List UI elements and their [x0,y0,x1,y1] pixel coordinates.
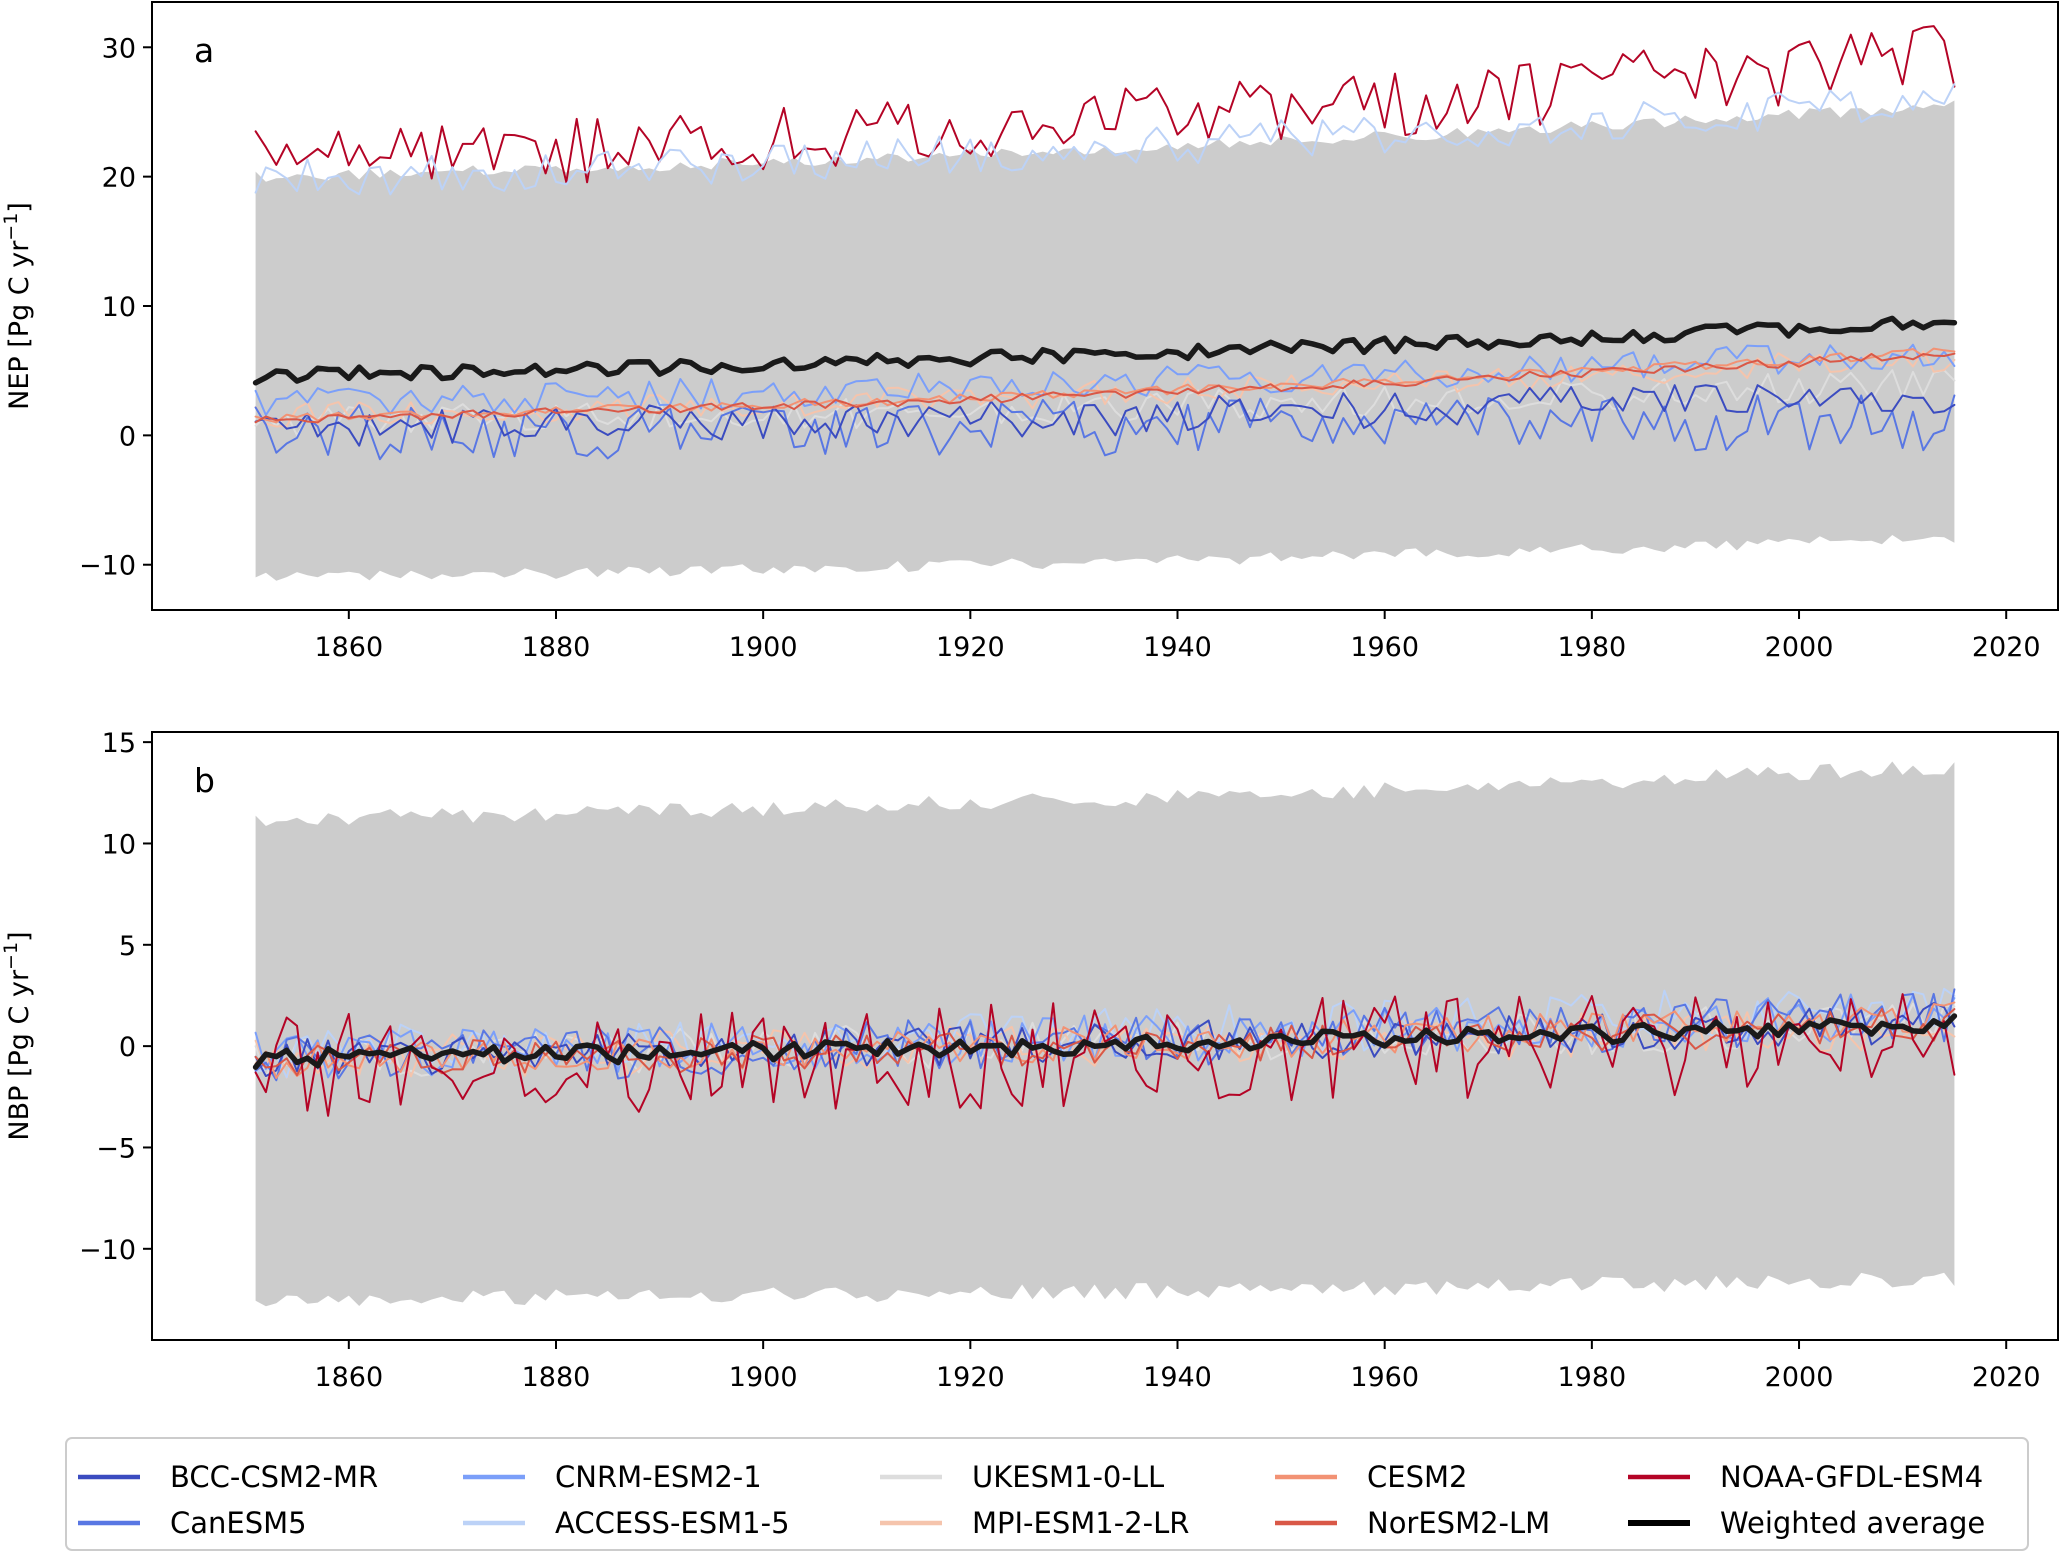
y-tick-label: 5 [119,931,136,962]
y-axis-label-text: NEP [Pg C yr [4,240,35,410]
y-tick-label: 0 [119,1032,136,1063]
legend-entry-noaa-gfdl-esm4: NOAA-GFDL-ESM4 [1628,1460,1983,1494]
x-tick-label: 1960 [1350,1362,1419,1393]
series-line-noaa-gfdl-esm4 [254,993,1956,1117]
y-tick-label: 10 [102,292,136,323]
legend: BCC-CSM2-MR CanESM5 CNRM-ESM2-1 ACCESS-ESM1… [65,1437,2029,1551]
series-lines-b [252,987,1958,1117]
legend-entries: BCC-CSM2-MR CanESM5 CNRM-ESM2-1 ACCESS-ESM1… [78,1460,1985,1540]
series-line-noresm2-lm [254,352,1956,424]
y-tick-label: −5 [96,1133,136,1164]
x-tick-label: 1920 [936,632,1005,663]
legend-label: MPI-ESM1-2-LR [972,1506,1189,1540]
series-line-mpi-esm1-2-lr [254,350,1956,428]
x-ticks-a: 1860 1880 1900 1920 1940 1960 1980 2000 2020 [314,610,2041,663]
legend-label: CESM2 [1367,1460,1467,1494]
panel-label-b: b [194,761,215,800]
legend-entry-noresm2-lm: NorESM2-LM [1275,1506,1550,1540]
x-tick-label: 2020 [1972,632,2041,663]
x-tick-label: 1860 [314,632,383,663]
x-tick-label: 1980 [1557,1362,1626,1393]
legend-label: CNRM-ESM2-1 [555,1460,762,1494]
legend-label: NOAA-GFDL-ESM4 [1720,1460,1983,1494]
series-line-bcc-csm2-mr [254,1002,1956,1078]
axes-frame-b [151,731,2059,1341]
y-tick-label: 15 [102,728,136,759]
legend-entry-bcc-csm2-mr: BCC-CSM2-MR [78,1460,378,1494]
y-axis-label-suffix: ] [4,931,35,942]
panel-a: 1860 1880 1900 1920 1940 1960 1980 2000 2020 −10… [0,1,2059,663]
model-range-band-a [255,100,1955,581]
y-axis-label-text: NBP [Pg C yr [4,969,35,1141]
legend-label: CanESM5 [170,1506,307,1540]
x-tick-label: 1920 [936,1362,1005,1393]
series-line-bcc-csm2-mr [254,384,1956,447]
legend-entry-canesm5: CanESM5 [78,1506,307,1540]
x-tick-label: 1860 [314,1362,383,1393]
series-lines-a [252,25,1958,461]
panel-b: 1860 1880 1900 1920 1940 1960 1980 2000 2020 −10… [0,728,2059,1393]
y-axis-label-b: NBP [Pg C yr−1] [0,931,35,1140]
y-ticks-a: −10 0 10 20 30 [79,33,152,582]
legend-entry-weighted-average: Weighted average [1628,1506,1985,1540]
series-line-noresm2-lm [254,1007,1956,1077]
series-line-weighted-average [252,1013,1958,1070]
x-ticks-b: 1860 1880 1900 1920 1940 1960 1980 2000 2020 [314,1340,2041,1393]
legend-label: ACCESS-ESM1-5 [555,1506,790,1540]
series-line-canesm5 [254,988,1956,1082]
legend-label: UKESM1-0-LL [972,1460,1164,1494]
y-axis-label-a: NEP [Pg C yr−1] [0,202,35,410]
series-line-cnrm-esm2-1 [254,343,1956,417]
x-tick-label: 1940 [1143,1362,1212,1393]
y-axis-label-superscript: −1 [0,942,22,970]
y-tick-label: −10 [79,1235,136,1266]
y-tick-label: −10 [79,551,136,582]
x-tick-label: 1900 [729,632,798,663]
legend-entry-cnrm-esm2-1: CNRM-ESM2-1 [463,1460,762,1494]
legend-label: BCC-CSM2-MR [170,1460,378,1494]
x-tick-label: 1960 [1350,632,1419,663]
y-tick-label: 10 [102,829,136,860]
series-line-noaa-gfdl-esm4 [254,25,1956,184]
x-tick-label: 2000 [1765,632,1834,663]
x-tick-label: 2000 [1765,1362,1834,1393]
legend-entry-mpi-esm1-2-lr: MPI-ESM1-2-LR [880,1506,1189,1540]
y-tick-label: 0 [119,421,136,452]
y-tick-label: 30 [102,33,136,64]
model-spread-band [255,100,1955,581]
legend-label: NorESM2-LM [1367,1506,1550,1540]
legend-entry-cesm2: CESM2 [1275,1460,1467,1494]
series-line-weighted-average [252,315,1958,386]
series-line-cnrm-esm2-1 [254,993,1956,1079]
y-axis-label-superscript: −1 [0,213,22,241]
series-line-canesm5 [254,394,1956,461]
series-line-access-esm1-5 [254,83,1956,196]
legend-label: Weighted average [1720,1506,1985,1540]
x-tick-label: 1880 [522,632,591,663]
series-line-cesm2 [254,1001,1956,1079]
x-tick-label: 1880 [522,1362,591,1393]
x-tick-label: 2020 [1972,1362,2041,1393]
y-tick-label: 20 [102,163,136,194]
legend-box [65,1437,2029,1551]
y-ticks-b: −10 −5 0 5 10 15 [79,728,152,1266]
legend-entry-access-esm1-5: ACCESS-ESM1-5 [463,1506,790,1540]
x-tick-label: 1940 [1143,632,1212,663]
panel-label-a: a [194,31,214,70]
legend-entry-ukesm1-0-ll: UKESM1-0-LL [880,1460,1164,1494]
x-tick-label: 1980 [1557,632,1626,663]
y-axis-label-suffix: ] [4,202,35,213]
x-tick-label: 1900 [729,1362,798,1393]
